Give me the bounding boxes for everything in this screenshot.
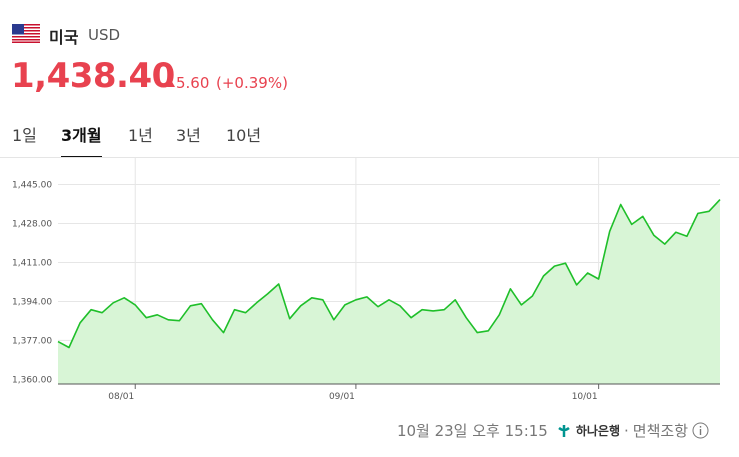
price: 1,438.40 bbox=[11, 56, 175, 96]
period-tab[interactable]: 10년 bbox=[226, 126, 262, 145]
us-flag bbox=[12, 24, 40, 43]
y-tick-label: 1,394.00 bbox=[12, 297, 52, 307]
y-tick-label: 1,445.00 bbox=[12, 181, 52, 191]
disclaimer[interactable]: 면책조항 bbox=[632, 422, 688, 440]
change-percent: (+0.39%) bbox=[216, 74, 288, 92]
chart: 1,360.00 1,377.00 1,394.00 1,411.00 1,428.00… bbox=[12, 157, 721, 402]
country: 미국 bbox=[49, 28, 79, 47]
y-tick-label: 1,377.00 bbox=[12, 336, 52, 346]
x-tick-label: 09/01 bbox=[329, 392, 355, 402]
area bbox=[58, 199, 720, 384]
x-tick-label: 10/01 bbox=[572, 392, 598, 402]
tab-divider bbox=[0, 157, 739, 158]
y-tick-label: 1,360.00 bbox=[12, 375, 52, 385]
bank-name: 하나은행 bbox=[575, 424, 621, 438]
bank-logo bbox=[558, 424, 570, 437]
currency: USD bbox=[88, 26, 121, 44]
x-tick-label: 08/01 bbox=[108, 392, 134, 402]
period-tab[interactable]: 3년 bbox=[176, 126, 201, 145]
y-tick-label: 1,428.00 bbox=[12, 219, 52, 229]
info-icon[interactable] bbox=[692, 422, 709, 439]
timestamp: 10월 23일 오후 15:15 bbox=[396, 422, 548, 440]
period-tab[interactable]: 1년 bbox=[128, 126, 153, 145]
line bbox=[57, 199, 721, 349]
separator: · bbox=[624, 421, 629, 440]
up-arrow bbox=[167, 80, 175, 87]
y-tick-label: 1,411.00 bbox=[12, 258, 52, 268]
period-tab[interactable]: 1일 bbox=[12, 126, 37, 145]
footer: 10월 23일 오후 15:15 하나은행 · 면책조항 bbox=[397, 420, 709, 441]
period-tab[interactable]: 3개월 bbox=[61, 122, 102, 158]
change: 5.60 bbox=[176, 74, 210, 92]
